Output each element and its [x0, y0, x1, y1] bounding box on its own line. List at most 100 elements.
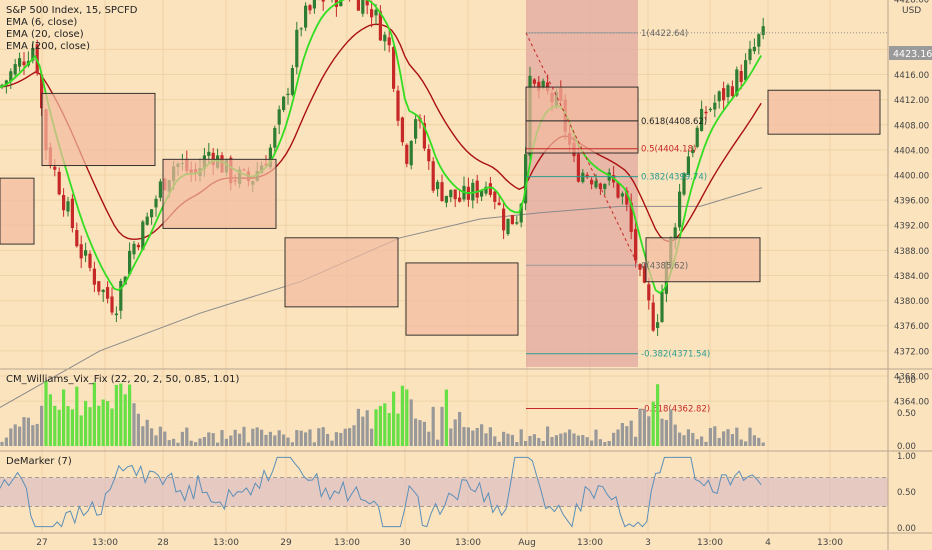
candle	[361, 0, 365, 14]
vix-bar	[396, 413, 400, 446]
candle	[515, 222, 519, 224]
vix-bar	[717, 437, 721, 446]
vix-bar	[207, 432, 211, 446]
demarker-tick-label: 1.00	[897, 452, 916, 462]
y-tick-label: 4416.00	[894, 71, 929, 81]
vix-bar	[378, 405, 382, 446]
vix-bar	[664, 420, 668, 446]
vix-bar	[246, 442, 250, 446]
candle	[374, 9, 378, 16]
x-tick-label: 13:00	[455, 538, 481, 548]
candle	[392, 47, 396, 89]
vix-bar	[620, 423, 624, 446]
vix-bar	[158, 426, 162, 446]
candle	[519, 203, 523, 223]
candle	[273, 127, 277, 148]
candle	[207, 151, 211, 156]
vix-bar	[180, 431, 184, 446]
vix-bar	[546, 426, 550, 446]
candle	[691, 149, 695, 154]
vix-bar	[123, 394, 127, 446]
ema-200-line	[0, 187, 763, 408]
candle	[110, 296, 114, 313]
vix-bar	[286, 437, 290, 446]
demarker-tick-label: 0.50	[897, 488, 916, 498]
fib-label: 0.382(4399.74)	[641, 173, 707, 183]
demarker-line	[0, 456, 762, 528]
candle	[18, 58, 22, 67]
vix-bar	[53, 405, 57, 446]
candle	[31, 47, 35, 61]
y-tick-label: 4412.00	[894, 96, 929, 106]
fibonacci-levels: 1.272(4432.70)1(4422.64)0.618(4408.62)0.…	[525, 29, 888, 414]
candle	[383, 34, 387, 42]
zone-rect	[162, 158, 277, 229]
candle	[290, 68, 294, 95]
candle	[370, 9, 374, 18]
vix-bar	[427, 431, 431, 446]
candle	[744, 60, 748, 81]
vix-bar	[348, 428, 352, 446]
candle	[673, 227, 677, 240]
vix-bar	[13, 424, 17, 446]
vix-bar	[519, 429, 523, 446]
candle	[123, 276, 127, 285]
y-tick-label: 4372.00	[894, 347, 929, 357]
demarker-label: DeMarker (7)	[6, 456, 72, 467]
candle	[590, 179, 594, 185]
vix-bar	[304, 432, 308, 446]
candle	[502, 208, 506, 231]
candle	[436, 181, 440, 190]
fib-label: -0.618(4362.82)	[641, 404, 710, 414]
vix-panel: 1.00 0.50 0.00	[0, 376, 916, 452]
candle	[9, 71, 13, 82]
vix-bar	[475, 427, 479, 446]
vix-bar	[224, 438, 228, 446]
candle	[475, 180, 479, 198]
candle	[97, 281, 101, 292]
candle	[308, 5, 312, 11]
vix-bar	[106, 401, 110, 446]
candle	[339, 0, 343, 7]
vix-bar	[326, 433, 330, 446]
vix-bar	[691, 432, 695, 446]
candle	[158, 181, 162, 198]
vix-bar	[656, 384, 660, 446]
fib-label: 0.5(4404.18)	[641, 145, 696, 155]
candle	[150, 209, 154, 218]
y-tick-label: 4388.00	[894, 247, 929, 257]
candle	[506, 218, 510, 235]
vix-bar	[594, 429, 598, 446]
vix-bar	[554, 435, 558, 446]
candle	[730, 86, 734, 97]
candle	[484, 186, 488, 194]
vix-bar	[590, 440, 594, 446]
candle	[88, 253, 92, 268]
x-tick-label: 13:00	[577, 538, 603, 548]
candle	[695, 127, 699, 147]
candle	[444, 195, 448, 203]
candle	[13, 64, 17, 75]
vix-bar	[242, 426, 246, 446]
candle	[128, 250, 132, 275]
vix-bar	[730, 434, 734, 446]
x-tick-label: 13:00	[213, 538, 239, 548]
candle	[57, 171, 61, 195]
candle	[488, 183, 492, 195]
vix-bar	[612, 432, 616, 446]
vix-bar	[515, 442, 519, 446]
candle	[752, 46, 756, 52]
vix-bar	[568, 429, 572, 446]
vix-bar	[761, 442, 765, 446]
candle	[268, 147, 272, 168]
vix-bar	[26, 417, 30, 446]
fib-trend-line	[525, 32, 639, 266]
vix-bar	[198, 438, 202, 446]
x-tick-label: 13:00	[697, 538, 723, 548]
vix-bar	[312, 442, 316, 446]
candle	[480, 190, 484, 197]
vix-bar	[563, 432, 567, 446]
fib-zone-shade	[526, 0, 638, 367]
vix-bar	[273, 435, 277, 446]
y-tick-label: 4368.00	[894, 372, 929, 382]
